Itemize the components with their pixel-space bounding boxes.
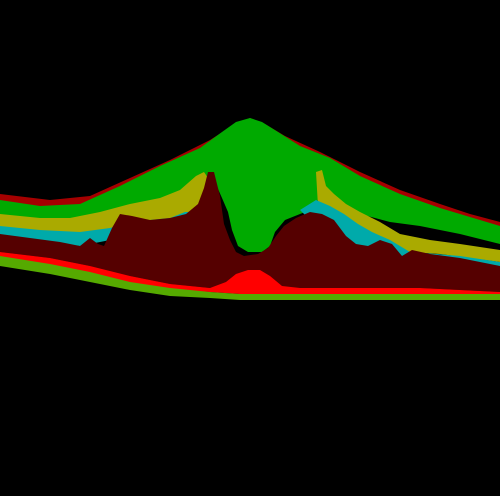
maroon-band bbox=[0, 172, 500, 292]
lime-band bbox=[0, 256, 500, 300]
red-band bbox=[0, 252, 500, 294]
olive-band bbox=[0, 170, 500, 262]
green-band bbox=[0, 118, 500, 252]
